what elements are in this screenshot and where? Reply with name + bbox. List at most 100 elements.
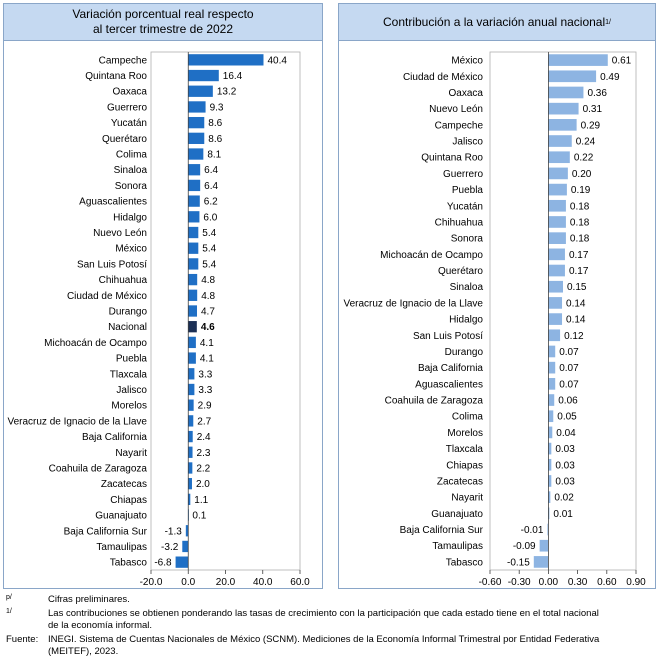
category-label: San Luis Potosí xyxy=(77,259,147,270)
bar xyxy=(548,280,563,293)
category-label: Aguascalientes xyxy=(79,197,147,208)
bar xyxy=(548,361,556,374)
bar xyxy=(548,151,570,164)
category-label: Baja California xyxy=(418,363,483,374)
category-label: Sonora xyxy=(115,181,148,192)
bar xyxy=(548,199,566,212)
category-label: Campeche xyxy=(435,120,484,131)
category-label: Hidalgo xyxy=(449,315,483,326)
bar xyxy=(188,352,196,364)
right-chart-svg: México 0.61 Ciudad de México 0.49 Oaxaca 0.36… xyxy=(343,51,646,588)
data-label: 0.05 xyxy=(557,412,577,423)
category-label: México xyxy=(115,244,147,255)
category-label: Durango xyxy=(445,347,484,358)
x-tick-label: 0.0 xyxy=(181,577,195,588)
data-label: -0.15 xyxy=(507,557,530,568)
bar xyxy=(182,540,189,553)
bar xyxy=(188,54,264,66)
category-label: Yucatán xyxy=(447,201,483,212)
note-1-mark: 1/ xyxy=(6,608,12,615)
source-label: Fuente: xyxy=(6,634,39,645)
bar xyxy=(188,226,199,239)
category-label: Tabasco xyxy=(446,557,484,568)
data-label: 5.4 xyxy=(202,228,216,239)
bar xyxy=(547,523,549,536)
bar xyxy=(188,368,195,380)
category-label: Guanajuato xyxy=(431,509,483,520)
category-label: Chiapas xyxy=(110,495,147,506)
category-label: Baja California Sur xyxy=(64,526,148,537)
category-label: Yucatán xyxy=(111,118,147,129)
bar xyxy=(188,399,194,411)
data-label: 5.4 xyxy=(202,244,216,255)
data-label: 0.36 xyxy=(587,88,607,99)
data-label: 4.1 xyxy=(200,338,214,349)
right-chart-panel: Contribución a la variación anual nacion… xyxy=(338,3,656,589)
category-label: Tamaulipas xyxy=(96,542,147,553)
category-label: Puebla xyxy=(116,354,148,365)
category-label: Morelos xyxy=(111,401,147,412)
left-chart-svg: Campeche 40.4 Quintana Roo 16.4 Oaxaca 13.2 Gu… xyxy=(7,51,310,588)
bar xyxy=(548,426,553,439)
bar xyxy=(548,183,567,196)
category-label: Nayarit xyxy=(115,448,147,459)
data-label: 0.03 xyxy=(555,460,575,471)
bar xyxy=(548,507,550,520)
bar xyxy=(188,258,199,270)
data-label: 2.7 xyxy=(197,416,211,427)
data-label: 0.01 xyxy=(553,509,573,520)
bar xyxy=(548,248,565,261)
bar xyxy=(548,442,552,455)
bar xyxy=(548,394,555,406)
data-label: 0.03 xyxy=(555,476,575,487)
category-label: Tlaxcala xyxy=(446,444,484,455)
bar xyxy=(188,478,192,490)
bar xyxy=(188,85,213,97)
data-label: -0.01 xyxy=(521,525,544,536)
data-label: 0.24 xyxy=(576,137,596,148)
category-label: Guanajuato xyxy=(95,511,147,522)
category-label: México xyxy=(451,56,483,67)
source-text-line1: INEGI. Sistema de Cuentas Nacionales de … xyxy=(48,634,600,645)
data-label: 0.17 xyxy=(569,266,589,277)
category-label: Sonora xyxy=(451,234,484,245)
category-label: Baja California xyxy=(82,432,147,443)
bar xyxy=(548,264,565,277)
bar xyxy=(548,345,556,358)
x-tick-label: 40.0 xyxy=(253,577,273,588)
bar xyxy=(188,336,196,349)
data-label: 0.20 xyxy=(572,169,592,180)
category-label: Guerrero xyxy=(107,102,147,113)
data-label: 0.03 xyxy=(555,444,575,455)
data-label: 8.1 xyxy=(207,150,221,161)
bar xyxy=(188,148,204,160)
bar xyxy=(188,430,193,443)
x-tick-label: 0.00 xyxy=(539,577,559,588)
category-label: Zacatecas xyxy=(437,476,483,487)
right-chart-title-sup: 1/ xyxy=(605,18,611,26)
data-label: 0.17 xyxy=(569,250,589,261)
data-label: 8.6 xyxy=(208,118,222,129)
category-label: Durango xyxy=(109,307,148,318)
category-label: Baja California Sur xyxy=(400,525,484,536)
bar xyxy=(188,69,219,82)
x-tick-label: 0.60 xyxy=(597,577,617,588)
data-label: 0.12 xyxy=(564,331,584,342)
bar xyxy=(188,116,205,129)
bar xyxy=(548,313,563,325)
bar xyxy=(548,410,554,423)
data-label: -3.2 xyxy=(161,542,179,553)
category-label: Jalisco xyxy=(452,137,483,148)
bar xyxy=(188,415,194,427)
bar xyxy=(548,329,561,342)
category-label: Veracruz de Ignacio de la Llave xyxy=(343,298,483,309)
category-label: Oaxaca xyxy=(449,88,484,99)
data-label: 0.49 xyxy=(600,72,620,83)
bar xyxy=(548,491,551,503)
x-tick-label: 0.90 xyxy=(626,577,646,588)
bar xyxy=(188,273,198,286)
category-label: Quintana Roo xyxy=(421,153,483,164)
category-label: Guerrero xyxy=(443,169,483,180)
bar xyxy=(548,102,579,115)
data-label: 3.3 xyxy=(198,369,212,380)
